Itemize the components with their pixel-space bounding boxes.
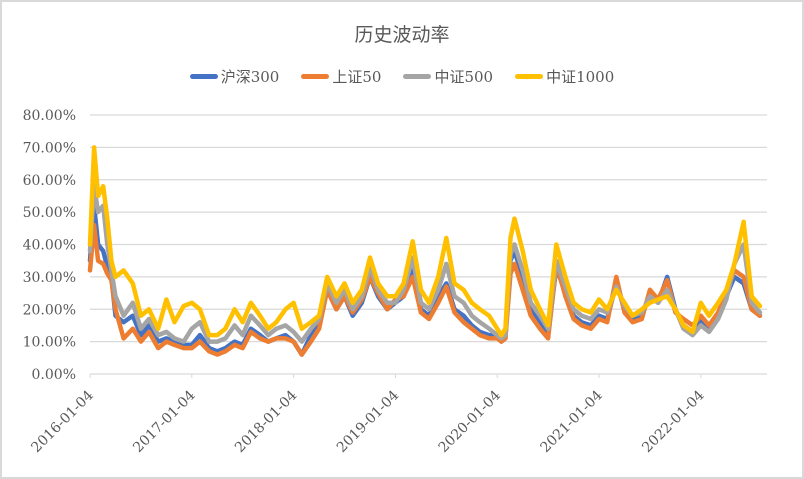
legend-swatch-zz500: [403, 74, 432, 79]
legend-label: 上证50: [332, 68, 382, 86]
legend-item-sz50[interactable]: 上证50: [301, 66, 381, 87]
y-tick-label: 60.00%: [23, 173, 76, 189]
x-tick-label: 2022-01-04: [639, 387, 707, 455]
zz500-line: [87, 183, 763, 344]
legend: 沪深300 上证50 中证500 中证1000: [0, 66, 804, 87]
y-tick-label: 0.00%: [32, 367, 76, 383]
legend-label: 中证1000: [546, 68, 615, 86]
x-tick-label: 2016-01-04: [28, 387, 96, 455]
y-tick-label: 20.00%: [23, 302, 76, 318]
x-tick-label: 2018-01-04: [232, 387, 300, 455]
y-tick-label: 30.00%: [23, 270, 76, 286]
x-tick-label: 2020-01-04: [436, 387, 504, 455]
x-tick-label: 2017-01-04: [130, 387, 198, 455]
y-tick-label: 70.00%: [23, 140, 76, 156]
y-tick-label: 40.00%: [23, 238, 76, 254]
y-tick-label: 50.00%: [23, 205, 76, 221]
legend-swatch-hs300: [189, 74, 218, 79]
sz50-line: [87, 222, 763, 357]
legend-label: 中证500: [434, 68, 494, 86]
y-tick-label: 10.00%: [23, 335, 76, 351]
legend-item-zz500[interactable]: 中证500: [403, 66, 493, 87]
zz1000-line: [87, 145, 763, 338]
legend-label: 沪深300: [220, 68, 280, 86]
legend-item-hs300[interactable]: 沪深300: [189, 66, 280, 87]
legend-swatch-sz50: [301, 74, 330, 79]
chart-title: 历史波动率: [354, 24, 450, 46]
legend-swatch-zz1000: [515, 74, 544, 79]
x-tick-label: 2021-01-04: [537, 387, 605, 455]
y-tick-label: 80.00%: [23, 108, 76, 124]
legend-item-zz1000[interactable]: 中证1000: [515, 66, 614, 87]
x-tick-label: 2019-01-04: [334, 387, 402, 455]
